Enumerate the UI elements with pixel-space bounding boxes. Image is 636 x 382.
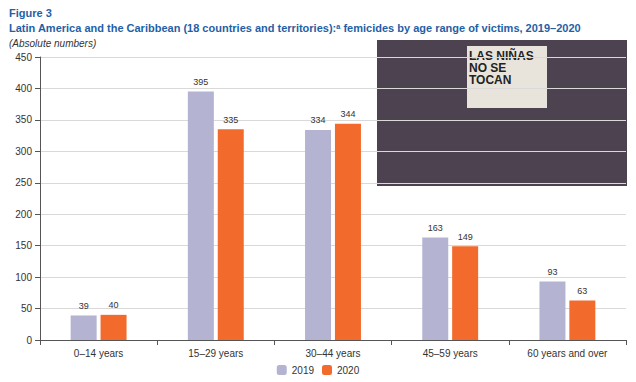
svg-text:50: 50	[21, 303, 33, 314]
svg-text:200: 200	[15, 209, 32, 220]
svg-text:335: 335	[223, 115, 238, 125]
svg-text:0–14 years: 0–14 years	[74, 348, 123, 359]
svg-text:Latin America and the Caribbea: Latin America and the Caribbean (18 coun…	[9, 22, 581, 34]
svg-text:TOCAN: TOCAN	[469, 73, 511, 87]
svg-text:149: 149	[458, 232, 473, 242]
svg-text:150: 150	[15, 240, 32, 251]
svg-text:250: 250	[15, 177, 32, 188]
svg-text:30–44 years: 30–44 years	[305, 348, 360, 359]
svg-text:163: 163	[428, 223, 443, 233]
svg-text:15–29 years: 15–29 years	[188, 348, 243, 359]
svg-text:0: 0	[26, 335, 32, 346]
svg-text:Figure 3: Figure 3	[9, 7, 52, 19]
svg-text:39: 39	[79, 301, 89, 311]
svg-text:344: 344	[340, 109, 355, 119]
svg-text:63: 63	[577, 286, 587, 296]
svg-text:60 years and over: 60 years and over	[527, 348, 608, 359]
svg-text:2020: 2020	[337, 365, 360, 376]
svg-text:45–59 years: 45–59 years	[423, 348, 478, 359]
svg-text:450: 450	[15, 52, 32, 63]
svg-text:350: 350	[15, 114, 32, 125]
svg-text:300: 300	[15, 146, 32, 157]
svg-text:NO SE: NO SE	[469, 61, 510, 75]
svg-text:400: 400	[15, 83, 32, 94]
svg-text:100: 100	[15, 272, 32, 283]
svg-text:93: 93	[547, 267, 557, 277]
svg-text:(Absolute numbers): (Absolute numbers)	[9, 38, 96, 49]
svg-text:334: 334	[311, 115, 326, 125]
svg-text:LAS NIÑAS: LAS NIÑAS	[469, 49, 537, 63]
svg-text:395: 395	[193, 77, 208, 87]
svg-text:40: 40	[109, 300, 119, 310]
svg-text:2019: 2019	[292, 365, 315, 376]
